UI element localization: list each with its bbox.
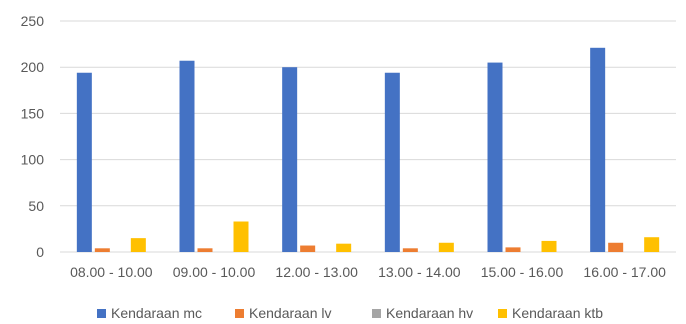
y-tick-label: 250 bbox=[21, 13, 45, 29]
bar-kendaraan-mc-1 bbox=[179, 60, 195, 253]
bar-kendaraan-lv-3 bbox=[402, 248, 418, 252]
bar-kendaraan-mc-4 bbox=[487, 62, 503, 252]
bar-kendaraan-mc-2 bbox=[282, 67, 298, 252]
bar-kendaraan-ktb-1 bbox=[233, 221, 249, 252]
x-tick-label: 16.00 - 17.00 bbox=[583, 264, 666, 280]
gridlines bbox=[60, 20, 676, 253]
y-tick-label: 50 bbox=[28, 198, 44, 214]
legend-label: Kendaraan mc bbox=[111, 305, 202, 321]
legend-label: Kendaraan lv bbox=[249, 305, 332, 321]
x-axis: 08.00 - 10.00 09.00 - 10.00 12.00 - 13.00 1… bbox=[70, 264, 666, 280]
bar-kendaraan-lv-0 bbox=[94, 248, 110, 252]
bar-kendaraan-lv-2 bbox=[300, 245, 316, 252]
bar-kendaraan-mc-3 bbox=[384, 72, 400, 252]
bar-kendaraan-mc-0 bbox=[76, 72, 92, 252]
x-tick-label: 08.00 - 10.00 bbox=[70, 264, 153, 280]
y-tick-label: 200 bbox=[21, 59, 45, 75]
bar-kendaraan-ktb-0 bbox=[130, 238, 146, 252]
y-axis: 0 50 100 150 200 250 bbox=[21, 13, 45, 260]
bar-kendaraan-lv-5 bbox=[608, 242, 624, 252]
legend-swatch bbox=[498, 309, 507, 318]
legend-swatch bbox=[372, 309, 381, 318]
legend-label: Kendaraan hv bbox=[386, 305, 473, 321]
x-tick-label: 12.00 - 13.00 bbox=[275, 264, 358, 280]
x-tick-label: 15.00 - 16.00 bbox=[481, 264, 564, 280]
legend: Kendaraan mc Kendaraan lv Kendaraan hv Kend… bbox=[97, 305, 603, 321]
legend-swatch bbox=[235, 309, 244, 318]
x-tick-label: 09.00 - 10.00 bbox=[173, 264, 256, 280]
y-tick-label: 0 bbox=[36, 244, 44, 260]
bar-kendaraan-ktb-4 bbox=[541, 240, 557, 252]
bars bbox=[76, 47, 660, 253]
legend-swatch bbox=[97, 309, 106, 318]
bar-kendaraan-ktb-3 bbox=[438, 242, 454, 252]
legend-label: Kendaraan ktb bbox=[512, 305, 603, 321]
bar-kendaraan-lv-1 bbox=[197, 248, 213, 252]
bar-kendaraan-ktb-2 bbox=[336, 243, 352, 252]
bar-kendaraan-lv-4 bbox=[505, 247, 521, 252]
x-tick-label: 13.00 - 14.00 bbox=[378, 264, 461, 280]
y-tick-label: 100 bbox=[21, 152, 45, 168]
bar-kendaraan-ktb-5 bbox=[644, 237, 660, 252]
y-tick-label: 150 bbox=[21, 105, 45, 121]
bar-kendaraan-mc-5 bbox=[590, 47, 606, 252]
